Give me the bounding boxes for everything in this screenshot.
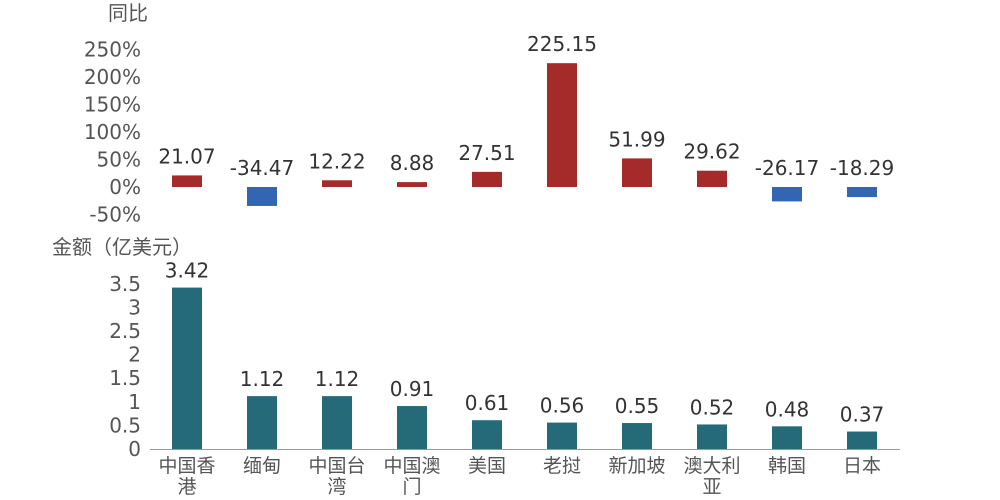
top-value-label: 8.88	[390, 151, 435, 175]
top-value-labels: 21.07 -34.47 12.22 8.88 27.51 225.15 51.99 29.6…	[158, 32, 894, 180]
x-category-label: 新加坡	[608, 455, 665, 477]
x-category-label: 韩国	[768, 455, 806, 477]
bottom-bar	[247, 396, 277, 449]
bottom-value-label: 0.52	[690, 395, 735, 419]
bottom-value-label: 0.91	[390, 377, 435, 401]
bottom-bars	[172, 287, 877, 449]
top-bar	[172, 175, 202, 187]
top-bar	[322, 180, 352, 187]
bottom-y-tick-label: 0	[128, 437, 141, 461]
bottom-y-tick-label: 1	[128, 390, 141, 414]
top-value-label: -18.29	[830, 156, 894, 180]
top-y-tick-label: -50%	[89, 203, 141, 227]
bottom-bar	[622, 423, 652, 449]
bottom-y-axis-label: 金额（亿美元）	[52, 235, 192, 259]
top-bar	[397, 182, 427, 187]
bottom-value-label: 3.42	[165, 259, 210, 283]
bottom-y-tick-label: 0.5	[109, 413, 141, 437]
x-category-label: 中国澳门	[383, 455, 440, 498]
top-value-label: 29.62	[683, 140, 740, 164]
bottom-value-label: 0.37	[840, 403, 885, 427]
x-category-label: 日本	[843, 455, 881, 477]
bottom-value-label: 1.12	[315, 367, 360, 391]
bottom-value-label: 0.61	[465, 391, 510, 415]
bottom-y-tick-label: 2	[128, 343, 141, 367]
x-category-label: 中国台湾	[308, 455, 365, 498]
bottom-y-tick-label: 2.5	[109, 319, 141, 343]
bottom-y-axis: 00.511.522.533.5	[109, 272, 141, 461]
top-y-tick-label: 0%	[109, 175, 141, 199]
top-value-label: 21.07	[158, 144, 215, 168]
bottom-value-labels: 3.42 1.12 1.12 0.91 0.61 0.56 0.55 0.52 0.48 0.37	[165, 259, 885, 427]
bottom-bar	[847, 431, 877, 449]
bottom-y-tick-label: 1.5	[109, 366, 141, 390]
bottom-value-label: 0.55	[615, 394, 660, 418]
top-y-tick-label: 250%	[84, 38, 141, 62]
top-bar	[622, 158, 652, 187]
bottom-bar	[172, 287, 202, 449]
bottom-bar	[547, 422, 577, 449]
bottom-value-label: 0.48	[765, 397, 810, 421]
top-value-label: 51.99	[608, 127, 665, 151]
top-value-label: 27.51	[458, 141, 515, 165]
top-y-tick-label: 150%	[84, 93, 141, 117]
bottom-value-label: 0.56	[540, 394, 585, 418]
top-bar	[772, 187, 802, 202]
top-y-tick-label: 100%	[84, 120, 141, 144]
bottom-value-label: 1.12	[240, 367, 285, 391]
bottom-y-tick-label: 3.5	[109, 272, 141, 296]
top-bars	[172, 63, 877, 206]
top-value-label: -34.47	[230, 156, 294, 180]
top-value-label: -26.17	[755, 156, 819, 180]
bottom-bar	[472, 420, 502, 449]
x-category-label: 缅甸	[243, 455, 281, 477]
top-bar	[472, 171, 502, 187]
bottom-y-tick-label: 3	[128, 295, 141, 319]
bottom-bar	[697, 424, 727, 449]
top-value-label: 225.15	[527, 32, 597, 56]
top-value-label: 12.22	[308, 149, 365, 173]
x-category-label: 美国	[468, 455, 506, 477]
top-bar	[247, 187, 277, 206]
bottom-bar	[397, 406, 427, 449]
x-category-label: 老挝	[543, 455, 581, 477]
top-y-tick-label: 200%	[84, 65, 141, 89]
top-bar	[697, 170, 727, 187]
top-y-axis-label: 同比	[108, 1, 148, 25]
x-category-label: 澳大利亚	[683, 455, 740, 498]
x-category-label: 中国香港	[158, 455, 215, 498]
bottom-bar	[322, 396, 352, 449]
top-y-axis: -50% 0% 50% 100% 150% 200% 250%	[84, 38, 141, 227]
top-y-tick-label: 50%	[97, 148, 141, 172]
top-bar	[847, 187, 877, 198]
top-bar	[547, 63, 577, 188]
bottom-bar	[772, 426, 802, 449]
